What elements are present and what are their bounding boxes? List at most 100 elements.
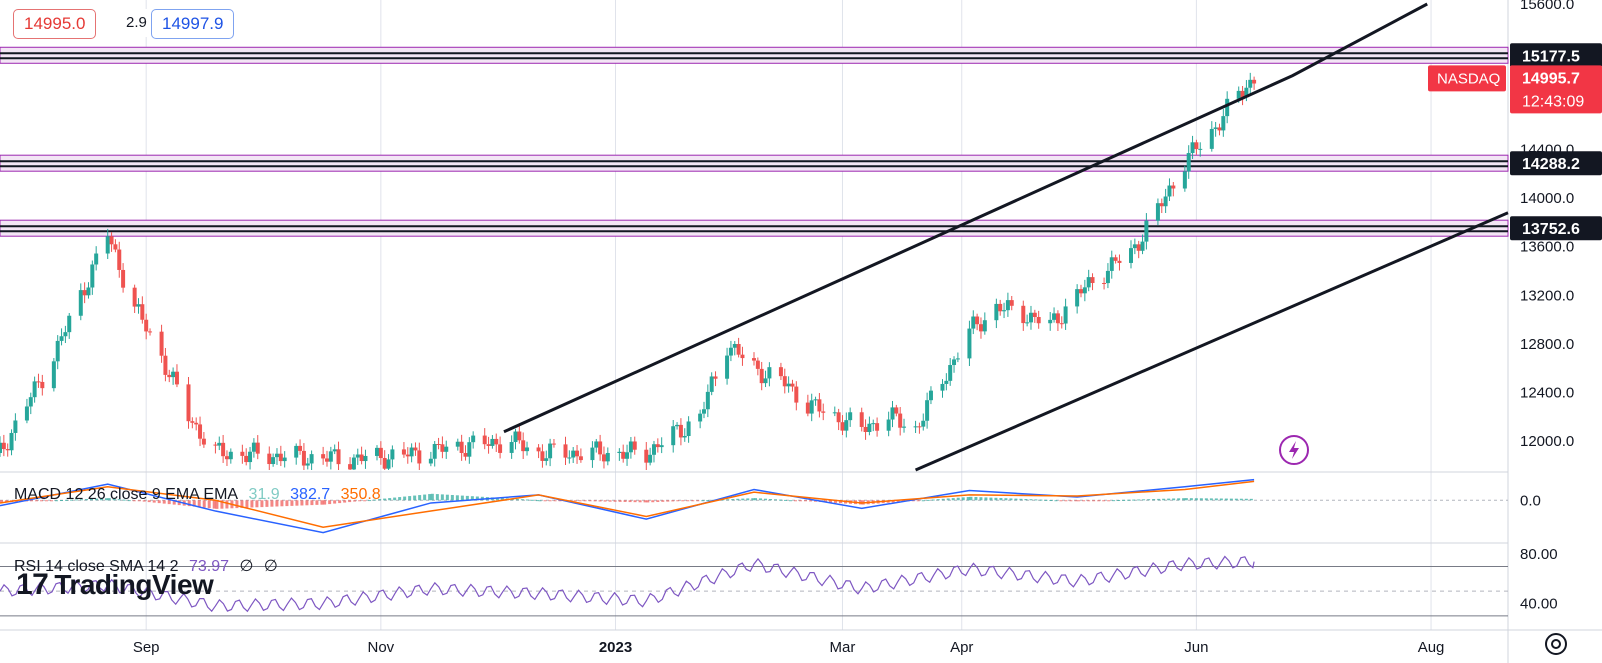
macd-pane — [0, 478, 1508, 534]
candle-body — [282, 457, 287, 462]
level-label-text: 14288.2 — [1522, 156, 1580, 173]
macd-histogram-bar — [1034, 499, 1038, 501]
macd-histogram-bar — [1189, 498, 1193, 501]
macd-histogram-bar — [495, 497, 499, 501]
candle-body — [55, 340, 60, 362]
macd-histogram-bar — [946, 498, 950, 501]
price-axis[interactable]: 15600.014400.014000.013600.013200.012800… — [1428, 0, 1602, 613]
macd-histogram-bar — [999, 498, 1003, 501]
candle-body — [274, 453, 279, 458]
macd-histogram-bar — [691, 500, 695, 502]
candle-body — [355, 454, 360, 458]
macd-histogram-bar — [328, 500, 332, 505]
close-price-box[interactable]: 14997.9 — [151, 9, 235, 39]
channel-lower-line[interactable] — [914, 211, 1509, 472]
candle-body — [940, 383, 945, 391]
candle-body — [736, 344, 741, 355]
level-price-label[interactable]: 13752.6 — [1510, 216, 1602, 241]
macd-histogram-bar — [686, 500, 690, 502]
macd-histogram-bar — [548, 500, 552, 502]
symbol-tag[interactable]: NASDAQ — [1428, 65, 1506, 92]
level-zone[interactable] — [0, 154, 1509, 172]
macd-histogram-bar — [475, 496, 479, 501]
macd-histogram-bar — [1049, 500, 1053, 502]
candle-body — [1002, 310, 1007, 312]
macd-histogram-bar — [911, 500, 915, 502]
level-zone[interactable] — [0, 219, 1509, 237]
channel-upper-line[interactable] — [503, 2, 1428, 434]
symbol-tag-bg — [1428, 65, 1506, 92]
level-price-label[interactable]: 15177.5 — [1510, 43, 1602, 68]
macd-histogram-bar — [50, 500, 53, 502]
macd-histogram-bar — [215, 500, 219, 509]
candle-body — [713, 376, 718, 379]
last-price-tag[interactable]: 14995.7 12:43:09 — [1510, 65, 1602, 114]
candle-body — [1005, 300, 1010, 311]
candle-body — [59, 336, 64, 341]
macd-histogram-bar — [525, 499, 529, 501]
open-price-box[interactable]: 14995.0 — [13, 9, 97, 39]
candle-body — [217, 442, 222, 446]
macd-histogram-bar — [470, 496, 474, 501]
candle-body — [740, 354, 745, 359]
macd-legend[interactable]: MACD 12 26 close 9 EMA EMA 31.9 382.7 35… — [14, 486, 387, 504]
macd-histogram-bar — [60, 500, 63, 502]
candle-body — [651, 444, 656, 455]
candle-body — [121, 269, 126, 288]
macd-histogram-bar — [628, 500, 632, 503]
candle-body — [875, 423, 880, 431]
level-zone[interactable] — [0, 46, 1509, 64]
macd-title: MACD 12 26 close 9 EMA EMA — [14, 486, 239, 503]
macd-histogram-bar — [255, 500, 259, 508]
candle-body — [548, 443, 553, 459]
candle-body — [809, 400, 814, 414]
macd-histogram-bar — [1147, 499, 1151, 501]
candle-body — [1213, 127, 1218, 129]
candle-body — [467, 442, 472, 457]
level-price-label[interactable]: 14288.2 — [1510, 151, 1602, 176]
candle-body — [1032, 312, 1037, 318]
candle-body — [701, 409, 706, 414]
candle-body — [9, 432, 14, 451]
macd-histogram-bar — [65, 499, 68, 501]
macd-histogram-bar — [681, 500, 685, 502]
candle-body — [1252, 79, 1257, 84]
rsi-legend[interactable]: RSI 14 close SMA 14 2 73.97 ∅ ∅ — [14, 556, 284, 576]
candle-body — [982, 320, 987, 332]
candle-body — [698, 413, 703, 422]
macd-histogram-bar — [285, 500, 289, 507]
candle-body — [817, 399, 822, 412]
lightning-icon[interactable] — [1279, 435, 1309, 465]
candle-body — [1028, 312, 1033, 323]
candle-body — [1209, 128, 1214, 149]
time-tick-label: Nov — [368, 639, 395, 656]
macd-histogram-bar — [310, 500, 314, 506]
candle-body — [1075, 289, 1080, 307]
candle-body — [444, 446, 449, 452]
macd-histogram-bar — [1157, 498, 1161, 501]
macd-histogram-bar — [1249, 498, 1253, 501]
macd-histogram-bar — [751, 498, 755, 501]
settings-icon[interactable] — [1545, 633, 1567, 655]
trend-channel[interactable] — [503, 2, 1509, 472]
macd-histogram-bar — [936, 499, 940, 501]
macd-histogram-bar — [105, 498, 108, 501]
time-axis[interactable]: Sep Nov 2023 Mar Apr Jun Aug — [133, 639, 1445, 656]
horizontal-zones[interactable] — [0, 46, 1509, 237]
candle-body — [575, 450, 580, 457]
candle-body — [686, 421, 691, 436]
candle-body — [117, 249, 122, 270]
macd-histogram-bar — [122, 499, 126, 501]
rsi-axis-tick: 80.00 — [1520, 546, 1558, 563]
candle-body — [1182, 171, 1187, 189]
candle-body — [440, 444, 445, 452]
macd-histogram-bar — [696, 500, 700, 502]
tradingview-logo[interactable]: 17 TradingView — [16, 568, 214, 602]
macd-histogram-bar — [300, 500, 304, 506]
macd-histogram-bar — [759, 498, 762, 501]
candle-body — [348, 464, 353, 470]
macd-histogram-bar — [1059, 500, 1063, 502]
macd-histogram-bar — [603, 500, 607, 502]
time-tick-label: Aug — [1418, 639, 1445, 656]
